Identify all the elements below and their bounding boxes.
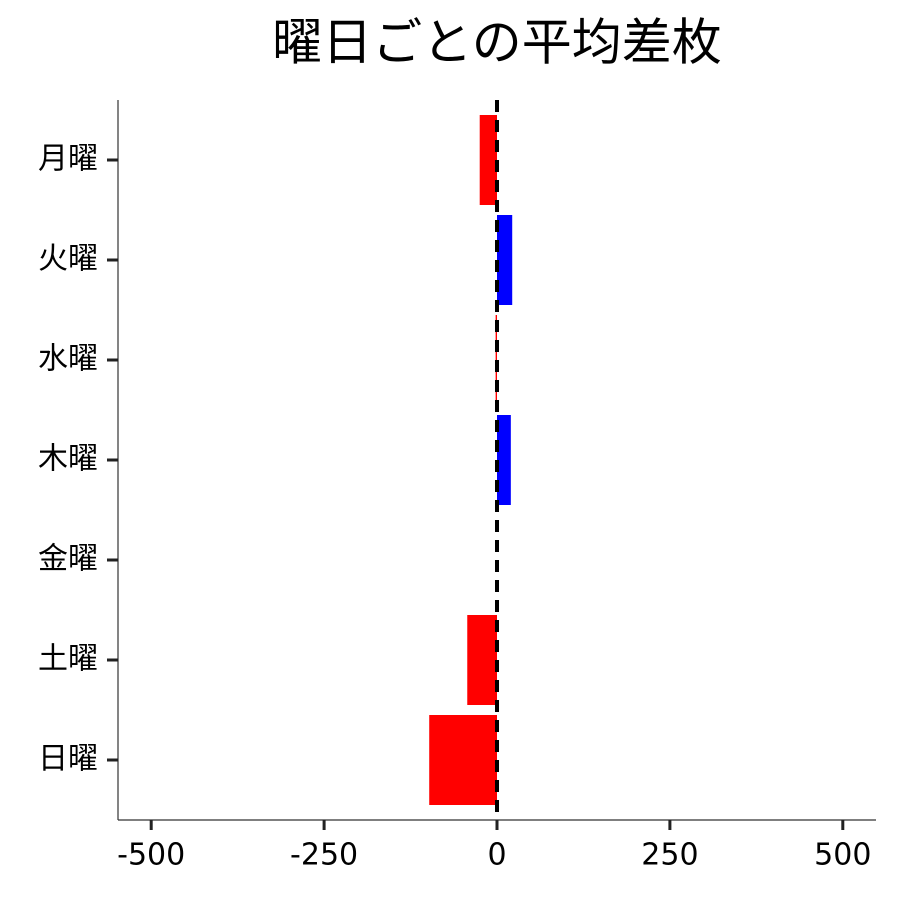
bar [429,715,497,805]
x-tick-label: -500 [117,838,185,873]
bar [479,115,497,205]
x-tick-label: -250 [290,838,358,873]
bar [467,615,497,705]
y-tick-label: 月曜 [38,142,98,177]
y-tick-label: 水曜 [38,342,98,377]
x-tick-label: 0 [487,838,506,873]
bar [497,215,513,305]
y-tick-label: 土曜 [38,642,98,677]
y-tick-label: 火曜 [38,242,98,277]
chart-title: 曜日ごとの平均差枚 [272,14,722,72]
x-tick-label: 500 [814,838,871,873]
y-tick-label: 金曜 [38,542,98,577]
bar [497,415,511,505]
x-tick-label: 250 [641,838,698,873]
y-tick-label: 日曜 [38,742,98,777]
y-tick-label: 木曜 [38,442,98,477]
